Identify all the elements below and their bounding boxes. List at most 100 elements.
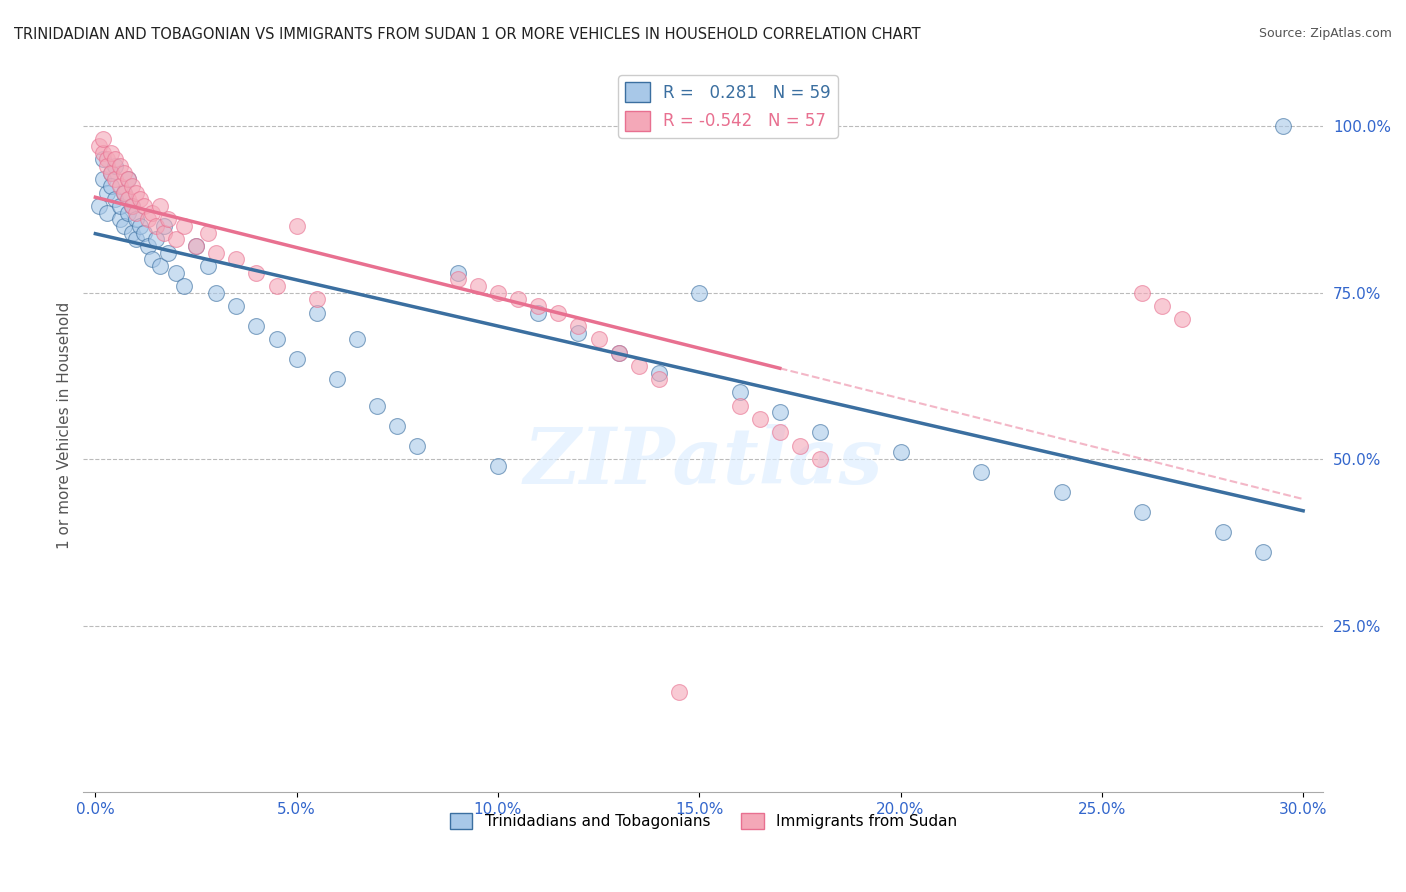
Point: [96, 186, 118, 200]
Point: [93, 132, 115, 146]
Point: [1171, 312, 1194, 326]
Point: [547, 305, 569, 319]
Point: [1130, 285, 1153, 300]
Point: [527, 305, 550, 319]
Point: [132, 199, 155, 213]
Point: [266, 332, 288, 346]
Point: [121, 226, 143, 240]
Point: [567, 326, 589, 340]
Point: [96, 205, 118, 219]
Point: [145, 232, 167, 246]
Point: [96, 159, 118, 173]
Point: [153, 226, 176, 240]
Point: [156, 212, 179, 227]
Point: [153, 219, 176, 233]
Point: [128, 193, 150, 207]
Point: [808, 452, 831, 467]
Point: [112, 219, 135, 233]
Point: [132, 226, 155, 240]
Text: TRINIDADIAN AND TOBAGONIAN VS IMMIGRANTS FROM SUDAN 1 OR MORE VEHICLES IN HOUSEH: TRINIDADIAN AND TOBAGONIAN VS IMMIGRANTS…: [14, 27, 921, 42]
Point: [789, 439, 811, 453]
Point: [285, 352, 308, 367]
Point: [124, 232, 146, 246]
Point: [173, 219, 195, 233]
Point: [100, 179, 122, 194]
Point: [406, 439, 429, 453]
Point: [769, 425, 792, 440]
Point: [366, 399, 388, 413]
Point: [136, 212, 159, 227]
Point: [467, 279, 489, 293]
Point: [108, 179, 131, 194]
Point: [346, 332, 368, 346]
Point: [387, 418, 409, 433]
Point: [648, 366, 671, 380]
Point: [1251, 545, 1274, 559]
Point: [1272, 119, 1295, 133]
Point: [728, 399, 751, 413]
Point: [748, 412, 770, 426]
Text: ZIPatlas: ZIPatlas: [523, 425, 883, 500]
Point: [89, 139, 111, 153]
Point: [112, 166, 135, 180]
Point: [112, 186, 135, 200]
Point: [124, 186, 146, 200]
Point: [128, 219, 150, 233]
Point: [688, 285, 710, 300]
Point: [1152, 299, 1174, 313]
Point: [93, 172, 115, 186]
Point: [93, 153, 115, 167]
Point: [117, 193, 139, 207]
Point: [305, 305, 328, 319]
Point: [104, 153, 127, 167]
Y-axis label: 1 or more Vehicles in Household: 1 or more Vehicles in Household: [58, 302, 72, 549]
Point: [197, 259, 219, 273]
Point: [108, 159, 131, 173]
Point: [141, 252, 163, 267]
Point: [108, 199, 131, 213]
Point: [1050, 485, 1073, 500]
Point: [668, 685, 690, 699]
Point: [648, 372, 671, 386]
Point: [100, 145, 122, 160]
Point: [225, 299, 247, 313]
Point: [104, 172, 127, 186]
Point: [108, 212, 131, 227]
Point: [890, 445, 912, 459]
Point: [149, 199, 172, 213]
Point: [124, 212, 146, 227]
Point: [970, 466, 993, 480]
Point: [197, 226, 219, 240]
Point: [93, 145, 115, 160]
Point: [121, 179, 143, 194]
Point: [117, 172, 139, 186]
Point: [607, 345, 630, 359]
Point: [326, 372, 349, 386]
Point: [104, 193, 127, 207]
Point: [205, 245, 228, 260]
Point: [184, 239, 207, 253]
Point: [588, 332, 610, 346]
Point: [769, 405, 792, 419]
Point: [1130, 505, 1153, 519]
Point: [305, 293, 328, 307]
Point: [124, 205, 146, 219]
Point: [100, 166, 122, 180]
Point: [121, 199, 143, 213]
Point: [728, 385, 751, 400]
Point: [447, 266, 470, 280]
Point: [506, 293, 529, 307]
Point: [486, 458, 509, 473]
Point: [285, 219, 308, 233]
Point: [145, 219, 167, 233]
Point: [808, 425, 831, 440]
Legend: Trinidadians and Tobagonians, Immigrants from Sudan: Trinidadians and Tobagonians, Immigrants…: [443, 807, 963, 836]
Point: [149, 259, 172, 273]
Point: [112, 186, 135, 200]
Point: [136, 239, 159, 253]
Text: Source: ZipAtlas.com: Source: ZipAtlas.com: [1258, 27, 1392, 40]
Point: [165, 266, 187, 280]
Point: [567, 318, 589, 333]
Point: [607, 345, 630, 359]
Point: [245, 318, 267, 333]
